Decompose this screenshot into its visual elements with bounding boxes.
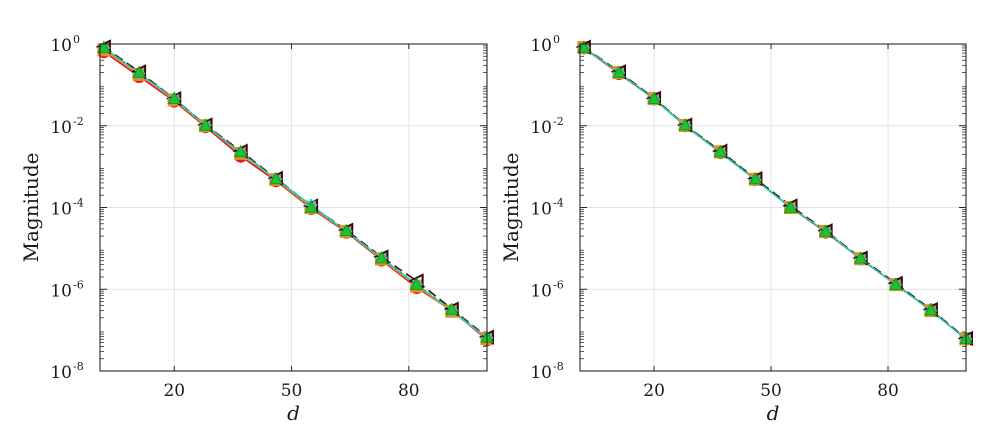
data-point: [304, 200, 318, 213]
y-tick-exponent: -8: [553, 360, 564, 373]
x-tick-label: 80: [877, 381, 899, 401]
data-point: [647, 91, 661, 104]
series-markers-5: [577, 40, 973, 344]
y-tick-label: 10: [50, 363, 72, 383]
data-point: [577, 40, 591, 53]
y-tick-label: 10: [530, 118, 552, 138]
data-point: [339, 223, 354, 237]
y-tick-exponent: 0: [553, 33, 560, 46]
data-point: [233, 144, 248, 158]
data-point: [783, 200, 798, 213]
y-tick-exponent: -4: [553, 197, 564, 210]
data-point: [713, 144, 728, 158]
y-tick-exponent: -6: [73, 278, 84, 291]
data-point: [409, 277, 424, 290]
data-point: [198, 118, 213, 131]
data-point: [97, 40, 111, 53]
data-point: [444, 302, 459, 315]
data-point: [888, 277, 903, 290]
y-tick-label: 10: [50, 281, 72, 301]
data-point: [818, 224, 833, 237]
x-axis-title: d: [287, 401, 300, 425]
y-axis-title: Magnitude: [499, 152, 523, 262]
x-tick-label: 20: [643, 381, 665, 401]
y-tick-exponent: 0: [73, 33, 80, 46]
y-tick-exponent: -8: [73, 360, 84, 373]
series-markers-5: [97, 40, 494, 343]
y-tick-exponent: -2: [73, 115, 84, 128]
y-tick-label: 10: [530, 36, 552, 56]
y-tick-label: 10: [50, 200, 72, 220]
y-tick-label: 10: [530, 363, 552, 383]
y-tick-label: 10: [530, 281, 552, 301]
y-tick-exponent: -4: [73, 197, 84, 210]
data-point: [678, 118, 693, 131]
y-tick-label: 10: [50, 36, 72, 56]
y-tick-exponent: -6: [553, 278, 564, 291]
data-point: [924, 303, 938, 316]
y-tick-exponent: -2: [553, 115, 564, 128]
x-tick-label: 20: [163, 381, 185, 401]
data-point: [853, 251, 868, 264]
data-point: [612, 65, 626, 78]
data-point: [374, 251, 389, 264]
y-tick-label: 10: [530, 200, 552, 220]
data-point: [748, 171, 763, 185]
x-tick-label: 50: [281, 381, 303, 401]
x-tick-label: 80: [398, 381, 420, 401]
data-point: [167, 91, 182, 104]
x-tick-label: 50: [760, 381, 782, 401]
y-tick-label: 10: [50, 118, 72, 138]
data-point: [132, 65, 146, 78]
x-axis-title: d: [767, 401, 780, 425]
data-point: [269, 171, 283, 185]
y-axis-title: Magnitude: [19, 152, 43, 262]
